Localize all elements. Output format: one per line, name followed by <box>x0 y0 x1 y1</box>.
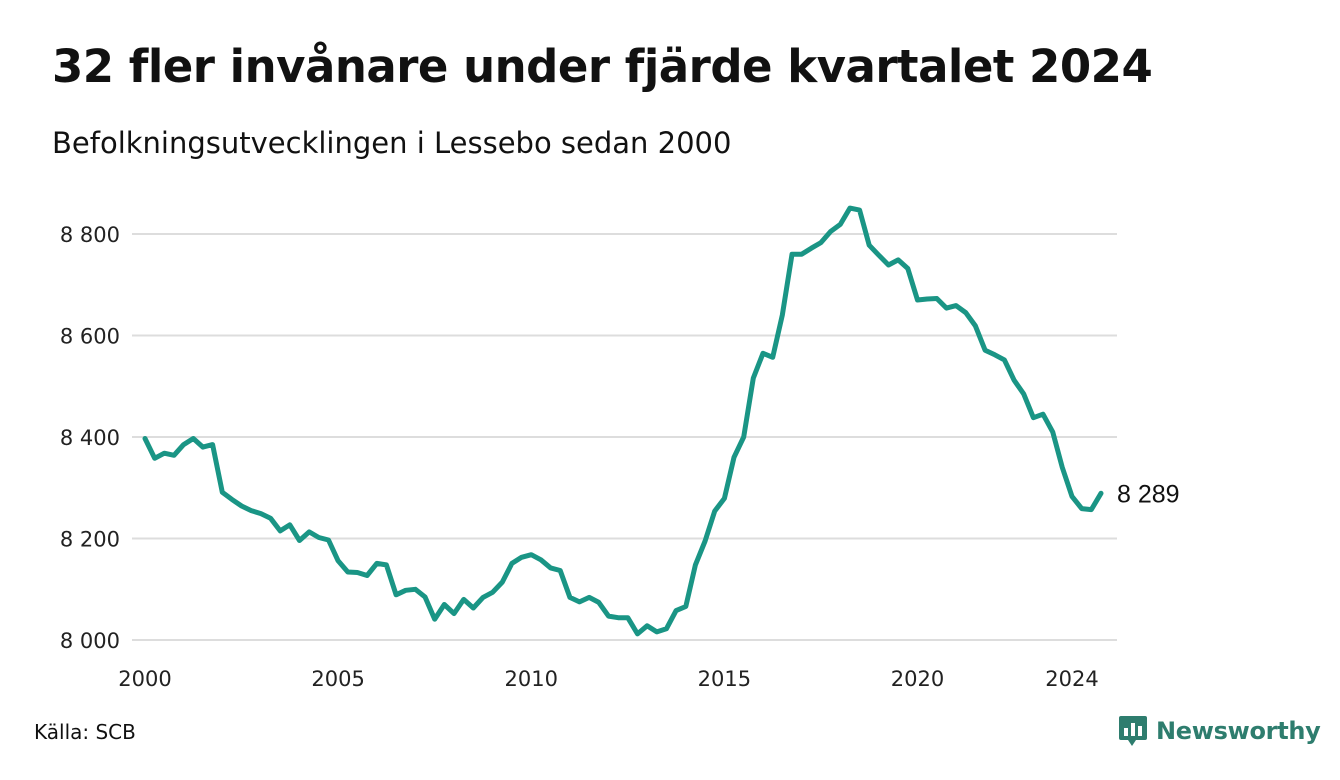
y-tick-label: 8 400 <box>60 426 120 450</box>
x-tick-label: 2015 <box>698 667 751 691</box>
x-tick-label: 2010 <box>505 667 558 691</box>
y-axis-tick-labels: 8 000 8 200 8 400 8 600 8 800 <box>60 223 120 653</box>
x-axis-tick-labels: 2000 2005 2010 2015 2020 2024 <box>118 667 1098 691</box>
x-tick-label: 2020 <box>891 667 944 691</box>
x-tick-label: 2005 <box>311 667 364 691</box>
y-tick-label: 8 600 <box>60 325 120 349</box>
last-value-label: 8 289 <box>1117 480 1180 508</box>
y-tick-label: 8 800 <box>60 223 120 247</box>
y-tick-label: 8 000 <box>60 629 120 653</box>
bar-chart-speech-bubble-icon <box>1119 716 1147 746</box>
x-tick-label: 2000 <box>118 667 171 691</box>
source-note: Källa: SCB <box>34 720 136 744</box>
y-tick-label: 8 200 <box>60 528 120 552</box>
logo-text: Newsworthy <box>1156 717 1321 745</box>
y-gridlines <box>132 233 1117 641</box>
population-series-line <box>142 205 1104 637</box>
newsworthy-logo: Newsworthy <box>1118 714 1321 748</box>
x-tick-label: 2024 <box>1045 667 1098 691</box>
chart-subtitle: Befolkningsutvecklingen i Lessebo sedan … <box>52 126 732 160</box>
chart-title: 32 fler invånare under fjärde kvartalet … <box>52 40 1153 93</box>
